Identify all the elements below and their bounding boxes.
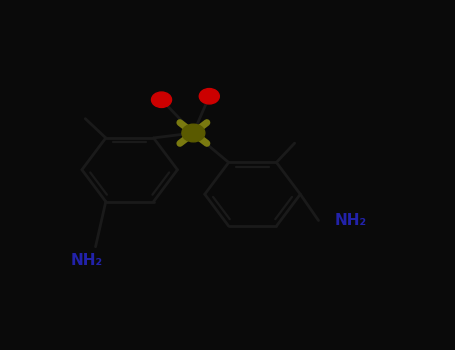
- Text: NH₂: NH₂: [334, 213, 367, 228]
- Circle shape: [199, 89, 219, 104]
- Circle shape: [152, 92, 172, 107]
- Circle shape: [182, 124, 205, 142]
- Text: NH₂: NH₂: [71, 253, 102, 268]
